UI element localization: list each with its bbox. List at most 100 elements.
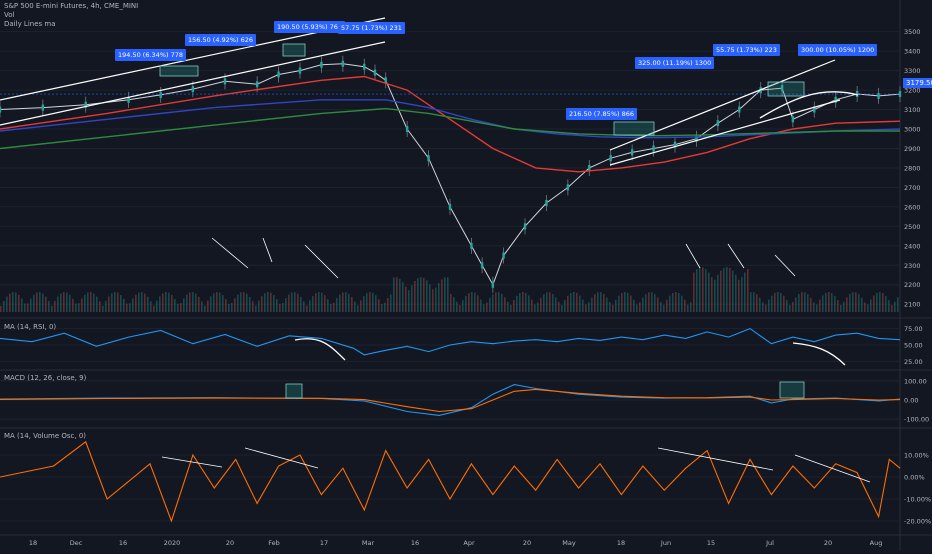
volume-bar [570, 293, 572, 312]
volume-bar [873, 295, 875, 312]
macd-pane-title[interactable]: MACD (12, 26, close, 9) [4, 374, 87, 382]
candle [877, 92, 880, 99]
volume-bar [312, 296, 314, 312]
volume-bar [585, 304, 587, 312]
time-axis-label: 20 [523, 539, 531, 547]
volume-bar [153, 305, 155, 312]
volume-bar [18, 294, 20, 312]
volume-bar [876, 292, 878, 312]
volume-bar [723, 267, 725, 312]
volume-bar [147, 296, 149, 312]
ma-legend[interactable]: Daily Lines ma [4, 20, 56, 28]
volume-bar [72, 298, 74, 312]
volume-bar [291, 292, 293, 312]
price-axis-label: 2900 [904, 145, 921, 153]
measure-label-6[interactable]: 325.00 (11.19%) 1300 [635, 57, 715, 69]
volume-bar [120, 294, 122, 312]
price-axis-label: 3500 [904, 28, 921, 36]
candle [791, 116, 795, 123]
volume-bar [555, 297, 557, 312]
candle [480, 262, 484, 269]
arrow-annotation [774, 254, 796, 277]
rsi-pane-title[interactable]: MA (14, RSI, 0) [4, 323, 57, 331]
volume-bar [771, 295, 773, 312]
volume-bar [759, 297, 761, 312]
volume-bar [273, 295, 275, 312]
volume-bar [204, 305, 206, 312]
volume-bar [510, 305, 512, 312]
volume-bar [378, 299, 380, 312]
volume-bar [387, 298, 389, 312]
measure-label-3[interactable]: 190.50 (5.93%) 762 [274, 21, 346, 33]
price-axis-label: 2300 [904, 262, 921, 270]
measure-label-2[interactable]: 156.50 (4.92%) 626 [185, 34, 257, 46]
symbol-title[interactable]: S&P 500 E-mini Futures, 4h, CME_MINI [4, 2, 139, 10]
volume-bar [720, 270, 722, 312]
volume-bar [246, 293, 248, 312]
volume-bar [150, 301, 152, 312]
volume-bar [441, 279, 443, 312]
price-axis-label: 2800 [904, 164, 921, 172]
volume-bar [762, 302, 764, 312]
volume-bar [117, 292, 119, 312]
candle [298, 67, 302, 74]
volume-bar [603, 294, 605, 312]
candle [898, 91, 902, 98]
price-axis-label: 2500 [904, 223, 921, 231]
candle [470, 242, 473, 249]
volume-bar [459, 305, 461, 312]
volume-bar [804, 292, 806, 312]
volume-bar [834, 295, 836, 312]
volume-bar [159, 296, 161, 312]
volume-legend[interactable]: Vol [4, 11, 15, 19]
volume-bar [48, 301, 50, 312]
measure-label-8[interactable]: 300.00 (10.05%) 1200 [798, 44, 878, 56]
rsi-projection-curve [294, 338, 346, 361]
volume-bar [807, 294, 809, 312]
volume-bar [399, 278, 401, 312]
measure-label-5[interactable]: 216.50 (7.85%) 866 [566, 108, 638, 120]
volume-bar [99, 301, 101, 312]
volume-bar [411, 285, 413, 312]
volume-bar [417, 278, 419, 312]
volume-bar [492, 294, 494, 312]
volume-bar [408, 290, 410, 312]
time-axis-label: 20 [226, 539, 234, 547]
volume-bar [108, 296, 110, 312]
pane-axis-label: -20.00% [904, 518, 931, 526]
volume-bar [576, 292, 578, 312]
volume-bar [858, 294, 860, 312]
volume-bar [207, 300, 209, 312]
volume-bar [357, 305, 359, 312]
divergence-line [794, 454, 871, 483]
volume-bar [591, 297, 593, 312]
measure-label-4[interactable]: 57.75 (1.73%) 231 [338, 22, 405, 34]
volume-bar [6, 296, 8, 312]
volume-bar [729, 267, 731, 312]
measure-label-1[interactable]: 194.50 (6.34%) 778 [115, 49, 187, 61]
candle [523, 223, 527, 230]
volume-osc-pane-title[interactable]: MA (14, Volume Osc, 0) [4, 432, 87, 440]
volume-bar [294, 292, 296, 312]
range-box [282, 43, 306, 57]
volume-bar [648, 292, 650, 312]
volume-bar [39, 292, 41, 312]
volume-bar [234, 298, 236, 312]
volume-bar [540, 297, 542, 312]
volume-bar [786, 299, 788, 312]
volume-bar [705, 269, 707, 312]
measure-label-7[interactable]: 55.75 (1.73%) 223 [713, 44, 780, 56]
volume-bar [756, 294, 758, 312]
volume-bar [423, 277, 425, 312]
volume-bar [693, 272, 695, 312]
volume-bar [894, 301, 896, 312]
divergence-line [161, 456, 223, 468]
volume-bar [561, 304, 563, 312]
time-axis-label: May [562, 539, 576, 547]
volume-bar [96, 296, 98, 312]
volume-bar [840, 304, 842, 312]
candle [0, 106, 2, 113]
volume-bar [726, 267, 728, 312]
